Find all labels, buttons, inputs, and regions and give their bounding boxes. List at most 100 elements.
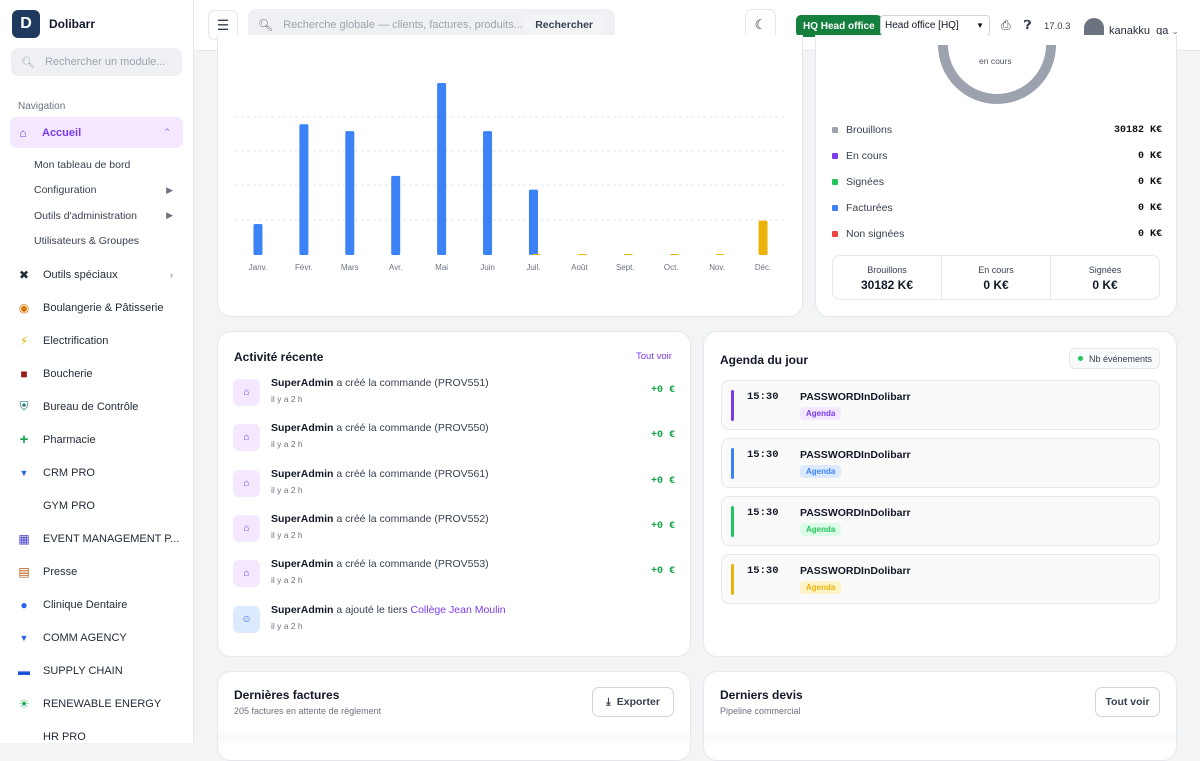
agenda-event[interactable]: 15:30 PASSWORDInDolibarr Agenda: [721, 380, 1160, 430]
export-button-label: Exporter: [616, 696, 660, 708]
chart-bar[interactable]: [715, 254, 725, 255]
sidebar-item-renewable-energy[interactable]: ☀︎ RENEWABLE ENERGY: [0, 687, 193, 720]
sidebar-subitem-admin-tools[interactable]: Outils d'administration ▶: [0, 203, 193, 229]
sidebar-item-label: EVENT MANAGEMENT P...: [43, 532, 180, 545]
hr-icon: [17, 730, 31, 744]
proposals-card: en cours: [815, 35, 1177, 317]
activity-see-all-link[interactable]: Tout voir: [636, 351, 672, 362]
hq-badge[interactable]: HQ Head office: [796, 15, 882, 37]
global-search-input[interactable]: [283, 19, 534, 31]
legend-label: Facturées: [846, 202, 893, 214]
global-search-button[interactable]: Rechercher: [524, 13, 604, 37]
quotes-see-all-button[interactable]: Tout voir: [1095, 687, 1160, 717]
avatar[interactable]: [1084, 18, 1104, 40]
chart-bar[interactable]: [299, 124, 309, 255]
activity-item[interactable]: ⌂ SuperAdmin a créé la commande (PROV561…: [233, 468, 683, 508]
chart-bar[interactable]: [577, 254, 587, 255]
chevron-down-icon: ⌄: [1171, 26, 1179, 36]
x-tick-label: Oct.: [664, 263, 679, 272]
module-search[interactable]: 🔍︎: [11, 48, 185, 76]
chart-bar[interactable]: [623, 254, 633, 255]
activity-action: a ajouté le tiers: [336, 603, 408, 616]
entity-select-value: Head office [HQ]: [885, 20, 959, 31]
entity-select[interactable]: Head office [HQ] ▼: [880, 15, 990, 36]
funnel-icon: ▼: [19, 467, 29, 478]
sidebar-item-label: CRM PRO: [43, 466, 95, 479]
activity-user: SuperAdmin: [271, 603, 334, 616]
event-name: PASSWORDInDolibarr: [800, 507, 911, 519]
legend-value: 0 K€: [1137, 150, 1162, 162]
event-time: 15:30: [747, 565, 779, 577]
module-search-input[interactable]: [44, 56, 185, 68]
order-icon: ⌂: [233, 469, 260, 497]
chart-bar[interactable]: [483, 131, 493, 255]
moon-icon: ☾: [754, 16, 767, 32]
activity-item[interactable]: ☺ SuperAdmin a ajouté le tiers Collège J…: [233, 604, 683, 644]
activity-action: a créé la commande: [336, 467, 432, 480]
chart-bar[interactable]: [391, 175, 401, 255]
chart-bar[interactable]: [437, 83, 447, 255]
sidebar-item-outils-speciaux[interactable]: ✖ Outils spéciaux ›: [0, 258, 193, 291]
sidebar-item-comm-agency[interactable]: ▼ COMM AGENCY: [0, 621, 193, 654]
brand[interactable]: D Dolibarr: [0, 0, 193, 48]
chart-bar[interactable]: [758, 220, 768, 255]
help-icon[interactable]: ❓︎: [1024, 18, 1032, 32]
sidebar-item-gym-pro[interactable]: GYM PRO: [0, 489, 193, 522]
sidebar-item-electrification[interactable]: ⚡︎ Electrification: [0, 324, 193, 357]
legend-label: Brouillons: [846, 124, 893, 136]
printer-icon[interactable]: ⎙: [1001, 18, 1011, 32]
monthly-chart-card: Janv. Févr. Mars Avr. Mai Juin Juil. Août Sept. O…: [217, 35, 803, 317]
activity-item[interactable]: ⌂ SuperAdmin a créé la commande (PROV552…: [233, 513, 683, 553]
agenda-event[interactable]: 15:30 PASSWORDInDolibarr Agenda: [721, 496, 1160, 546]
sidebar-item-event-management[interactable]: ▦ EVENT MANAGEMENT P...: [0, 522, 193, 555]
x-tick-label: Déc.: [755, 263, 771, 272]
sidebar-subitem-users-groups[interactable]: Utilisateurs & Groupes: [34, 235, 140, 248]
sidebar-item-boulangerie[interactable]: ◉ Boulangerie & Pâtisserie: [0, 291, 193, 324]
chart-bar[interactable]: [531, 254, 541, 255]
activity-title: Activité récente: [234, 350, 324, 364]
sidebar-item-clinique-dentaire[interactable]: ● Clinique Dentaire: [0, 588, 193, 621]
chart-bar[interactable]: [528, 189, 538, 255]
chart-bar[interactable]: [669, 254, 679, 255]
chevron-right-icon: ▶: [166, 184, 173, 195]
x-tick-label: Févr.: [295, 263, 313, 272]
sidebar-item-boucherie[interactable]: ■ Boucherie: [0, 357, 193, 390]
activity-ref[interactable]: Collège Jean Moulin: [410, 603, 506, 616]
activity-ref: (PROV552): [434, 512, 489, 525]
legend-label: Non signées: [846, 228, 905, 240]
sidebar-subitem-configuration[interactable]: Configuration ▶: [0, 178, 193, 204]
sidebar-item-label: Pharmacie: [43, 433, 96, 446]
sidebar-subitem-dashboard[interactable]: Mon tableau de bord: [34, 158, 131, 171]
chart-bar[interactable]: [253, 224, 263, 255]
sidebar-item-accueil[interactable]: ⌂ Accueil ⌃: [10, 117, 183, 148]
sidebar-item-hr-pro[interactable]: HR PRO: [0, 720, 193, 743]
export-button[interactable]: ⤓ Exporter: [592, 687, 674, 717]
activity-amount: +0 €: [650, 385, 675, 396]
activity-item[interactable]: ⌂ SuperAdmin a créé la commande (PROV553…: [233, 558, 683, 598]
agenda-event[interactable]: 15:30 PASSWORDInDolibarr Agenda: [721, 438, 1160, 488]
sidebar-item-label: GYM PRO: [43, 499, 95, 512]
sidebar-item-crm-pro[interactable]: ▼ CRM PRO: [0, 456, 193, 489]
activity-text: SuperAdmin a créé la commande (PROV550): [271, 422, 489, 434]
legend-swatch: [832, 231, 838, 237]
event-tag: Agenda: [800, 523, 842, 536]
activity-item[interactable]: ⌂ SuperAdmin a créé la commande (PROV550…: [233, 422, 683, 462]
sidebar-item-pharmacie[interactable]: + Pharmacie: [0, 423, 193, 456]
x-tick-label: Nov.: [709, 263, 725, 272]
sidebar-item-bureau-controle[interactable]: ⛨ Bureau de Contrôle: [0, 390, 193, 423]
sidebar-item-label: SUPPLY CHAIN: [43, 664, 123, 677]
status-dot: [1078, 356, 1083, 361]
x-tick-label: Avr.: [389, 263, 403, 272]
sidebar: D Dolibarr 🔍︎ Navigation ⌂ Accueil ⌃ Mon…: [0, 0, 194, 743]
funnel-icon: ▼: [19, 632, 29, 643]
button-label: Tout voir: [1105, 696, 1150, 708]
legend-item: Signées 0 K€: [832, 176, 1162, 188]
chart-bar[interactable]: [345, 131, 355, 255]
agenda-event[interactable]: 15:30 PASSWORDInDolibarr Agenda: [721, 554, 1160, 604]
sidebar-item-presse[interactable]: ▤ Presse: [0, 555, 193, 588]
username[interactable]: kanakku_qa ⌄: [1109, 25, 1179, 37]
sidebar-item-supply-chain[interactable]: ▬ SUPPLY CHAIN: [0, 654, 193, 687]
activity-item[interactable]: ⌂ SuperAdmin a créé la commande (PROV551…: [233, 377, 683, 417]
version-label: 17.0.3: [1044, 21, 1071, 32]
x-tick-label: Mars: [341, 263, 359, 272]
